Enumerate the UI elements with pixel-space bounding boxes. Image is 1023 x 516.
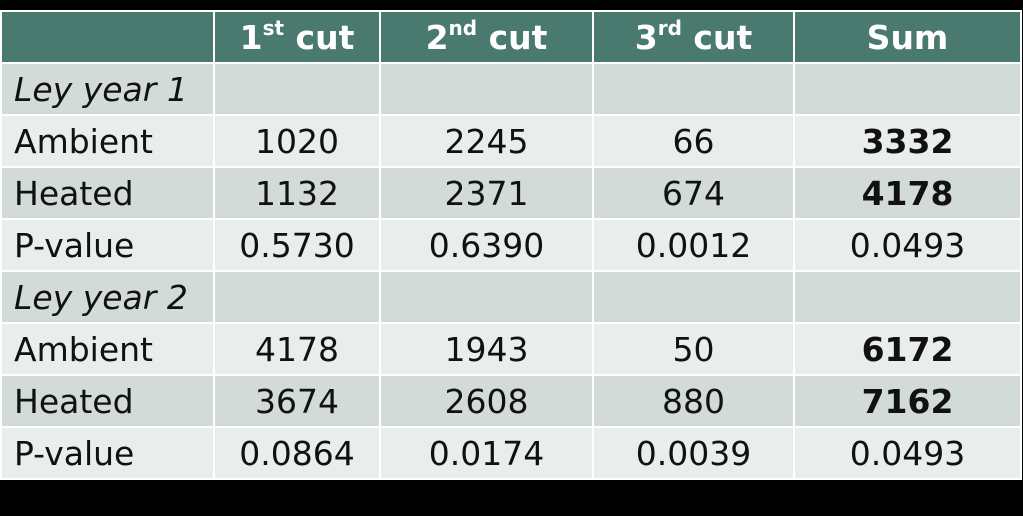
sum-cell: 0.0493 — [793, 218, 1022, 272]
header-row: 1st cut 2nd cut 3rd cut Sum — [0, 10, 1022, 64]
data-table: 1st cut 2nd cut 3rd cut Sum Ley year 1 A… — [0, 10, 1022, 480]
table-row: Ambient 1020 2245 66 3332 — [0, 114, 1022, 168]
table-cell — [592, 270, 795, 324]
table-cell: 0.0864 — [213, 426, 381, 480]
row-label: Heated — [0, 374, 215, 428]
header-3rd-cut: 3rd cut — [592, 10, 795, 64]
table-cell — [592, 62, 795, 116]
table-cell — [793, 62, 1022, 116]
section-row-ley-year-2: Ley year 2 — [0, 270, 1022, 324]
sum-cell: 7162 — [793, 374, 1022, 428]
data-table-container: 1st cut 2nd cut 3rd cut Sum Ley year 1 A… — [0, 10, 1022, 496]
table-row: P-value 0.5730 0.6390 0.0012 0.0493 — [0, 218, 1022, 272]
header-corner-cell — [0, 10, 215, 64]
header-1st-cut: 1st cut — [213, 10, 381, 64]
sum-cell: 6172 — [793, 322, 1022, 376]
table-cell: 0.6390 — [379, 218, 594, 272]
table-cell — [793, 270, 1022, 324]
header-sum: Sum — [793, 10, 1022, 64]
table-cell — [379, 270, 594, 324]
row-label: P-value — [0, 218, 215, 272]
table-cell: 1132 — [213, 166, 381, 220]
table-cell: 0.5730 — [213, 218, 381, 272]
row-label: P-value — [0, 426, 215, 480]
sum-cell: 4178 — [793, 166, 1022, 220]
table-cell: 3674 — [213, 374, 381, 428]
table-cell: 4178 — [213, 322, 381, 376]
table-cell: 2245 — [379, 114, 594, 168]
table-cell: 880 — [592, 374, 795, 428]
section-label: Ley year 2 — [0, 270, 215, 324]
table-cell: 1020 — [213, 114, 381, 168]
table-row: Heated 3674 2608 880 7162 — [0, 374, 1022, 428]
row-label: Heated — [0, 166, 215, 220]
sum-cell: 0.0493 — [793, 426, 1022, 480]
header-2nd-cut: 2nd cut — [379, 10, 594, 64]
table-cell: 1943 — [379, 322, 594, 376]
table-row: P-value 0.0864 0.0174 0.0039 0.0493 — [0, 426, 1022, 480]
table-cell: 0.0012 — [592, 218, 795, 272]
table-cell: 674 — [592, 166, 795, 220]
table-cell: 0.0039 — [592, 426, 795, 480]
section-row-ley-year-1: Ley year 1 — [0, 62, 1022, 116]
row-label: Ambient — [0, 114, 215, 168]
table-row: Ambient 4178 1943 50 6172 — [0, 322, 1022, 376]
sum-cell: 3332 — [793, 114, 1022, 168]
table-cell — [379, 62, 594, 116]
row-label: Ambient — [0, 322, 215, 376]
table-cell: 66 — [592, 114, 795, 168]
table-cell: 0.0174 — [379, 426, 594, 480]
table-row: Heated 1132 2371 674 4178 — [0, 166, 1022, 220]
table-cell: 50 — [592, 322, 795, 376]
table-cell: 2608 — [379, 374, 594, 428]
table-cell — [213, 62, 381, 116]
table-cell: 2371 — [379, 166, 594, 220]
section-label: Ley year 1 — [0, 62, 215, 116]
table-cell — [213, 270, 381, 324]
